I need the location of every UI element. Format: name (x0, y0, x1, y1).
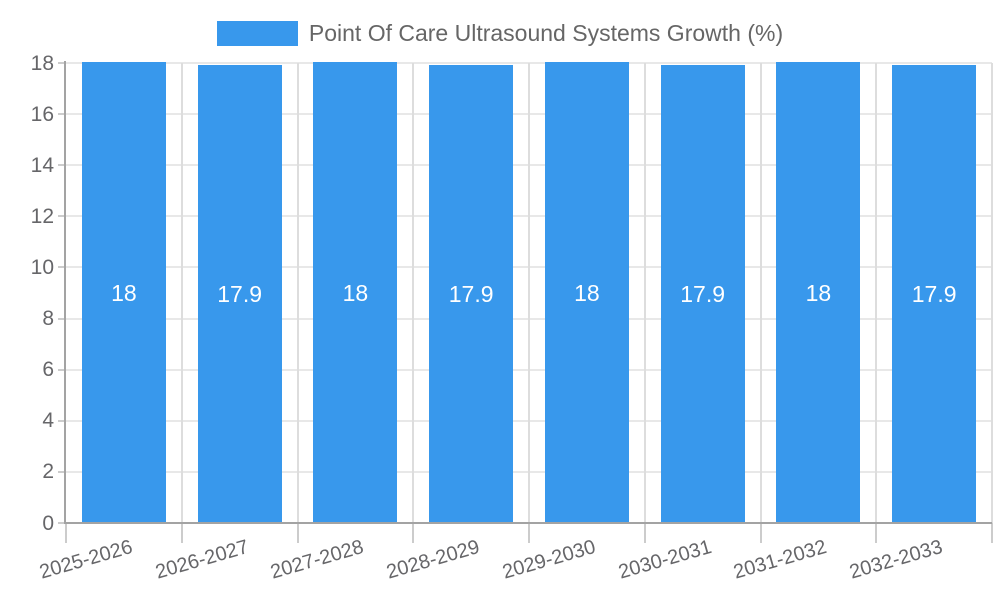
y-axis-tick (58, 62, 66, 64)
gridline-x-boundary (991, 63, 993, 523)
y-axis-tick (58, 215, 66, 218)
y-axis-tick (58, 368, 66, 371)
gridline-x-boundary (643, 63, 646, 523)
gridline-x-boundary (180, 63, 183, 523)
y-axis-label: 8 (42, 307, 54, 331)
y-axis-tick (58, 164, 66, 167)
gridline-x-boundary (759, 63, 762, 523)
gridline-x-boundary (296, 63, 299, 523)
x-axis-tick (991, 523, 993, 543)
bar-2032-2033[interactable] (892, 64, 977, 523)
bar-2031-2032[interactable] (776, 62, 861, 523)
bar-value-label: 17.9 (448, 280, 494, 307)
y-axis-tick (58, 522, 66, 524)
bar-2030-2031[interactable] (660, 64, 745, 523)
y-axis-tick (58, 419, 66, 422)
y-axis-label: 2 (42, 460, 54, 484)
gridline-x-boundary (412, 63, 415, 523)
y-axis-tick (58, 113, 66, 116)
x-axis-tick (528, 523, 530, 543)
bar-value-label: 18 (574, 279, 600, 306)
y-axis-label: 0 (42, 511, 54, 535)
bar-2029-2030[interactable] (544, 62, 629, 523)
x-axis-tick (180, 523, 183, 543)
legend-label: Point Of Care Ultrasound Systems Growth … (308, 20, 784, 46)
y-axis-label: 18 (30, 51, 54, 75)
y-axis-label: 12 (30, 204, 54, 228)
bar-value-label: 18 (342, 279, 369, 306)
y-axis-label: 16 (30, 102, 54, 126)
legend[interactable]: Point Of Care Ultrasound Systems Growth … (0, 20, 1000, 47)
bar-2025-2026[interactable] (81, 62, 166, 523)
y-axis-label: 6 (42, 358, 54, 382)
bar-value-label: 18 (111, 279, 137, 306)
y-axis-tick (58, 317, 66, 320)
x-axis-tick (412, 523, 415, 543)
x-axis-tick (759, 523, 762, 543)
y-axis-line (64, 61, 66, 523)
bar-2028-2029[interactable] (429, 64, 514, 523)
x-axis-tick (875, 523, 878, 543)
y-axis-label: 10 (30, 255, 54, 279)
x-axis-tick (643, 523, 646, 543)
bar-value-label: 17.9 (911, 280, 957, 307)
y-axis-label: 14 (30, 153, 54, 177)
y-axis-label: 4 (42, 409, 54, 433)
legend-swatch (216, 21, 298, 46)
gridline-x-boundary (528, 63, 530, 523)
bar-2026-2027[interactable] (197, 64, 282, 523)
x-axis-tick (65, 523, 67, 543)
bar-value-label: 17.9 (217, 280, 262, 307)
bar-value-label: 18 (805, 279, 832, 306)
y-axis-tick (58, 266, 66, 269)
y-axis-tick (58, 470, 66, 473)
bar-2027-2028[interactable] (313, 62, 398, 523)
gridline-x-boundary (875, 63, 878, 523)
x-axis-tick (296, 523, 299, 543)
bar-value-label: 17.9 (680, 280, 725, 307)
x-axis-line (64, 522, 992, 524)
